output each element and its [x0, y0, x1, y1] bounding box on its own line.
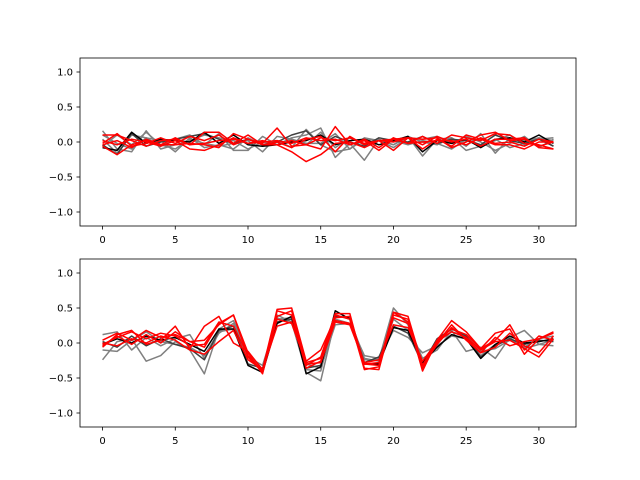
- series-lines: [101, 125, 554, 163]
- x-tick-label: 15: [314, 235, 327, 246]
- y-tick-label: −0.5: [49, 374, 73, 385]
- bottom-subplot: 0 5 10 15 20 25 30 1.0 0.5 0.0 −0.5 −1.0: [49, 258, 577, 447]
- y-tick-label: −1.0: [49, 409, 73, 420]
- x-tick-label: 20: [387, 235, 400, 246]
- y-tick-label: 0.5: [57, 304, 73, 315]
- x-tick-label: 20: [387, 436, 400, 447]
- y-tick-label: −1.0: [49, 208, 73, 219]
- x-tick-label: 25: [460, 235, 473, 246]
- x-tick-label: 30: [533, 436, 546, 447]
- series-lines: [101, 307, 555, 382]
- y-tick-label: 1.0: [57, 269, 73, 280]
- series-line-9: [102, 321, 555, 371]
- series-line-8: [102, 317, 555, 372]
- x-tick-label: 10: [242, 436, 255, 447]
- series-line-7: [102, 131, 554, 153]
- y-tick-label: −0.5: [49, 173, 73, 184]
- x-tick-label: 25: [460, 436, 473, 447]
- x-tick-label: 0: [99, 436, 105, 447]
- x-tick-label: 5: [172, 436, 178, 447]
- y-tick-label: 0.5: [57, 103, 73, 114]
- series-line-10: [102, 135, 554, 152]
- y-tick-label: 1.0: [57, 68, 73, 79]
- x-tick-label: 30: [533, 235, 546, 246]
- x-tick-label: 0: [99, 235, 105, 246]
- y-tick-label: 0.0: [57, 138, 73, 149]
- x-tick-label: 10: [242, 235, 255, 246]
- top-subplot: 0 5 10 15 20 25 30 1.0 0.5 0.0 −0.5 −1.0: [49, 57, 577, 246]
- y-tick-label: 0.0: [57, 339, 73, 350]
- x-tick-label: 5: [172, 235, 178, 246]
- x-tick-label: 15: [314, 436, 327, 447]
